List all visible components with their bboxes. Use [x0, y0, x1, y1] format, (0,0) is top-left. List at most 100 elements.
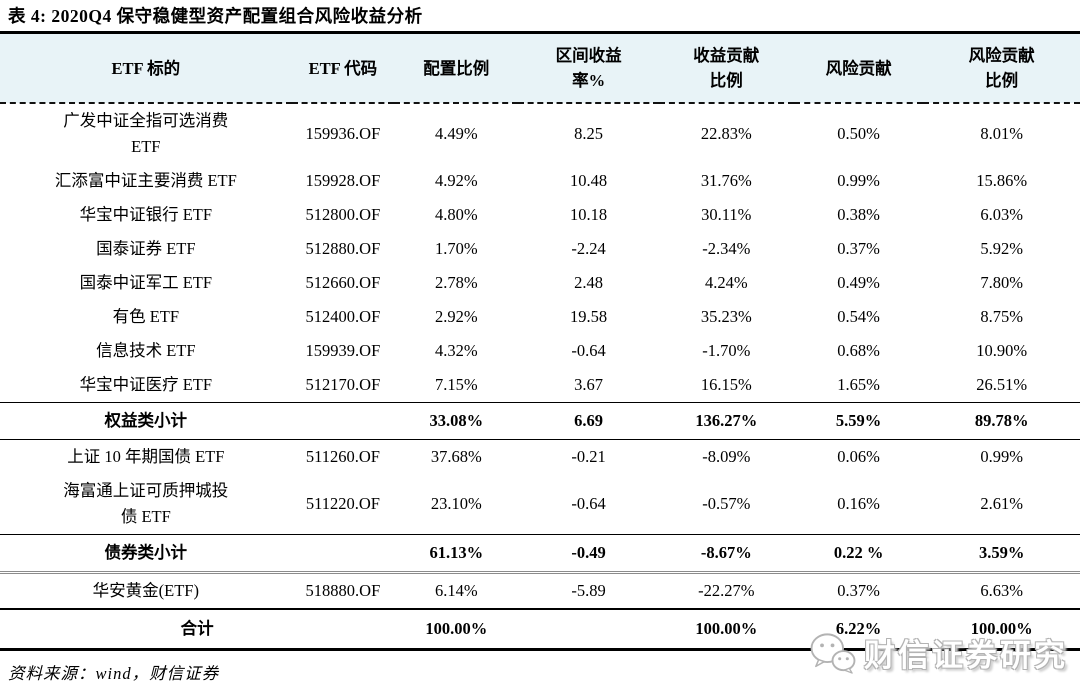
- table-row: 上证 10 年期国债 ETF 511260.OF 37.68% -0.21 -8.09%…: [0, 440, 1080, 475]
- cell: -0.49: [518, 534, 659, 574]
- row-label: 广发中证全指可选消费 ETF: [63, 111, 229, 156]
- cell: 4.49%: [434, 124, 478, 143]
- cell: 8.75%: [980, 307, 1023, 326]
- col-header-return-contribution: 收益贡献 比例: [658, 34, 794, 104]
- cell: 2.78%: [434, 273, 478, 292]
- cell: 159939.OF: [305, 341, 381, 360]
- table-row: 华安黄金(ETF) 518880.OF 6.14% -5.89 -22.27% 0.37%…: [0, 573, 1080, 610]
- row-label: 上证 10 年期国债 ETF: [67, 447, 225, 466]
- table-row: 华宝中证银行 ETF 512800.OF 4.80% 10.18 30.11% 0.38%…: [0, 198, 1080, 232]
- col-header-etf-code: ETF 代码: [291, 34, 395, 104]
- cell: 0.68%: [837, 341, 880, 360]
- cell: 10.48: [570, 171, 608, 190]
- cell: 1.65%: [837, 375, 880, 394]
- cell: 89.78%: [923, 402, 1080, 440]
- cell: -1.70%: [702, 341, 751, 360]
- cell: 0.99%: [837, 171, 880, 190]
- cell: -0.21: [571, 447, 606, 466]
- cell: 16.15%: [700, 375, 752, 394]
- table-title: 表 4: 2020Q4 保守稳健型资产配置组合风险收益分析: [0, 0, 1080, 34]
- cell: [291, 534, 395, 574]
- cell: 0.37%: [837, 239, 880, 258]
- row-label: 国泰证券 ETF: [96, 239, 196, 258]
- table-row: 债券类小计 61.13% -0.49 -8.67% 0.22 % 3.59%: [0, 534, 1080, 574]
- cell: 30.11%: [701, 205, 752, 224]
- col-header-etf-name: ETF 标的: [0, 34, 292, 104]
- cell: [518, 608, 659, 651]
- cell: -2.24: [571, 239, 606, 258]
- row-label: 华宝中证医疗 ETF: [79, 375, 213, 394]
- row-label: 有色 ETF: [112, 307, 180, 326]
- col-header-risk-contribution: 风险贡献: [793, 34, 924, 104]
- row-label: 债券类小计: [0, 534, 292, 574]
- row-label: 华安黄金(ETF): [92, 581, 199, 600]
- table-row: 华宝中证医疗 ETF 512170.OF 7.15% 3.67 16.15% 1.65% 2…: [0, 368, 1080, 403]
- cell: 511260.OF: [305, 447, 380, 466]
- cell: 35.23%: [700, 307, 752, 326]
- cell: 37.68%: [430, 447, 482, 466]
- cell: [291, 402, 395, 440]
- cell: 8.25: [574, 124, 603, 143]
- table-row: 信息技术 ETF 159939.OF 4.32% -0.64 -1.70% 0.68% 10…: [0, 334, 1080, 368]
- cell: 512800.OF: [305, 205, 381, 224]
- cell: -8.09%: [702, 447, 751, 466]
- cell: 0.50%: [837, 124, 880, 143]
- cell: 2.61%: [980, 494, 1023, 513]
- cell: 511220.OF: [305, 494, 380, 513]
- row-label: 华宝中证银行 ETF: [79, 205, 213, 224]
- cell: 8.01%: [980, 124, 1023, 143]
- cell: 2.48: [574, 273, 603, 292]
- row-label: 信息技术 ETF: [96, 341, 196, 360]
- cell: 512660.OF: [305, 273, 381, 292]
- cell: 159928.OF: [305, 171, 381, 190]
- cell: 23.10%: [430, 494, 482, 513]
- cell: 4.80%: [434, 205, 478, 224]
- table-row: 海富通上证可质押城投 债 ETF 511220.OF 23.10% -0.64 -0.5…: [0, 474, 1080, 535]
- cell: 5.92%: [980, 239, 1023, 258]
- row-label: 海富通上证可质押城投 债 ETF: [63, 481, 229, 526]
- cell: 22.83%: [700, 124, 752, 143]
- cell: -0.57%: [702, 494, 751, 513]
- table-row: 汇添富中证主要消费 ETF 159928.OF 4.92% 10.48 31.76% 0.…: [0, 164, 1080, 198]
- row-label: 国泰中证军工 ETF: [79, 273, 213, 292]
- cell: 5.59%: [793, 402, 924, 440]
- cell: 0.38%: [837, 205, 880, 224]
- table-row: 合计 100.00% 100.00% 6.22% 100.00%: [0, 608, 1080, 651]
- cell: 2.92%: [434, 307, 478, 326]
- table-row: 权益类小计 33.08% 6.69 136.27% 5.59% 89.78%: [0, 402, 1080, 440]
- cell: -22.27%: [698, 581, 755, 600]
- cell: 0.22 %: [793, 534, 924, 574]
- cell: 10.90%: [976, 341, 1028, 360]
- cell: 33.08%: [394, 402, 519, 440]
- row-label: 权益类小计: [0, 402, 292, 440]
- cell: 0.54%: [837, 307, 880, 326]
- row-label: 汇添富中证主要消费 ETF: [54, 171, 237, 190]
- header-row: ETF 标的 ETF 代码 配置比例 区间收益 率% 收益贡献 比例 风险贡献 …: [0, 34, 1080, 104]
- table-row: 国泰中证军工 ETF 512660.OF 2.78% 2.48 4.24% 0.49% 7.…: [0, 266, 1080, 300]
- cell: 6.69: [518, 402, 659, 440]
- cell: 159936.OF: [305, 124, 381, 143]
- cell: 7.15%: [434, 375, 478, 394]
- cell: -2.34%: [702, 239, 751, 258]
- cell: 512400.OF: [305, 307, 381, 326]
- cell: 10.18: [570, 205, 608, 224]
- cell: 1.70%: [434, 239, 478, 258]
- cell: 4.92%: [434, 171, 478, 190]
- cell: 100.00%: [923, 608, 1080, 651]
- cell: 4.32%: [434, 341, 478, 360]
- cell: 0.37%: [837, 581, 880, 600]
- cell: 4.24%: [704, 273, 748, 292]
- cell: 3.67: [574, 375, 603, 394]
- cell: -5.89: [571, 581, 606, 600]
- cell: 26.51%: [976, 375, 1028, 394]
- cell: 61.13%: [394, 534, 519, 574]
- cell: 0.16%: [837, 494, 880, 513]
- table-row: 国泰证券 ETF 512880.OF 1.70% -2.24 -2.34% 0.37% 5.…: [0, 232, 1080, 266]
- cell: 6.14%: [434, 581, 478, 600]
- cell: 518880.OF: [305, 581, 381, 600]
- col-header-risk-contribution-ratio: 风险贡献 比例: [923, 34, 1080, 104]
- cell: 100.00%: [658, 608, 794, 651]
- cell: -0.64: [571, 494, 606, 513]
- etf-analysis-table: ETF 标的 ETF 代码 配置比例 区间收益 率% 收益贡献 比例 风险贡献 …: [0, 34, 1080, 651]
